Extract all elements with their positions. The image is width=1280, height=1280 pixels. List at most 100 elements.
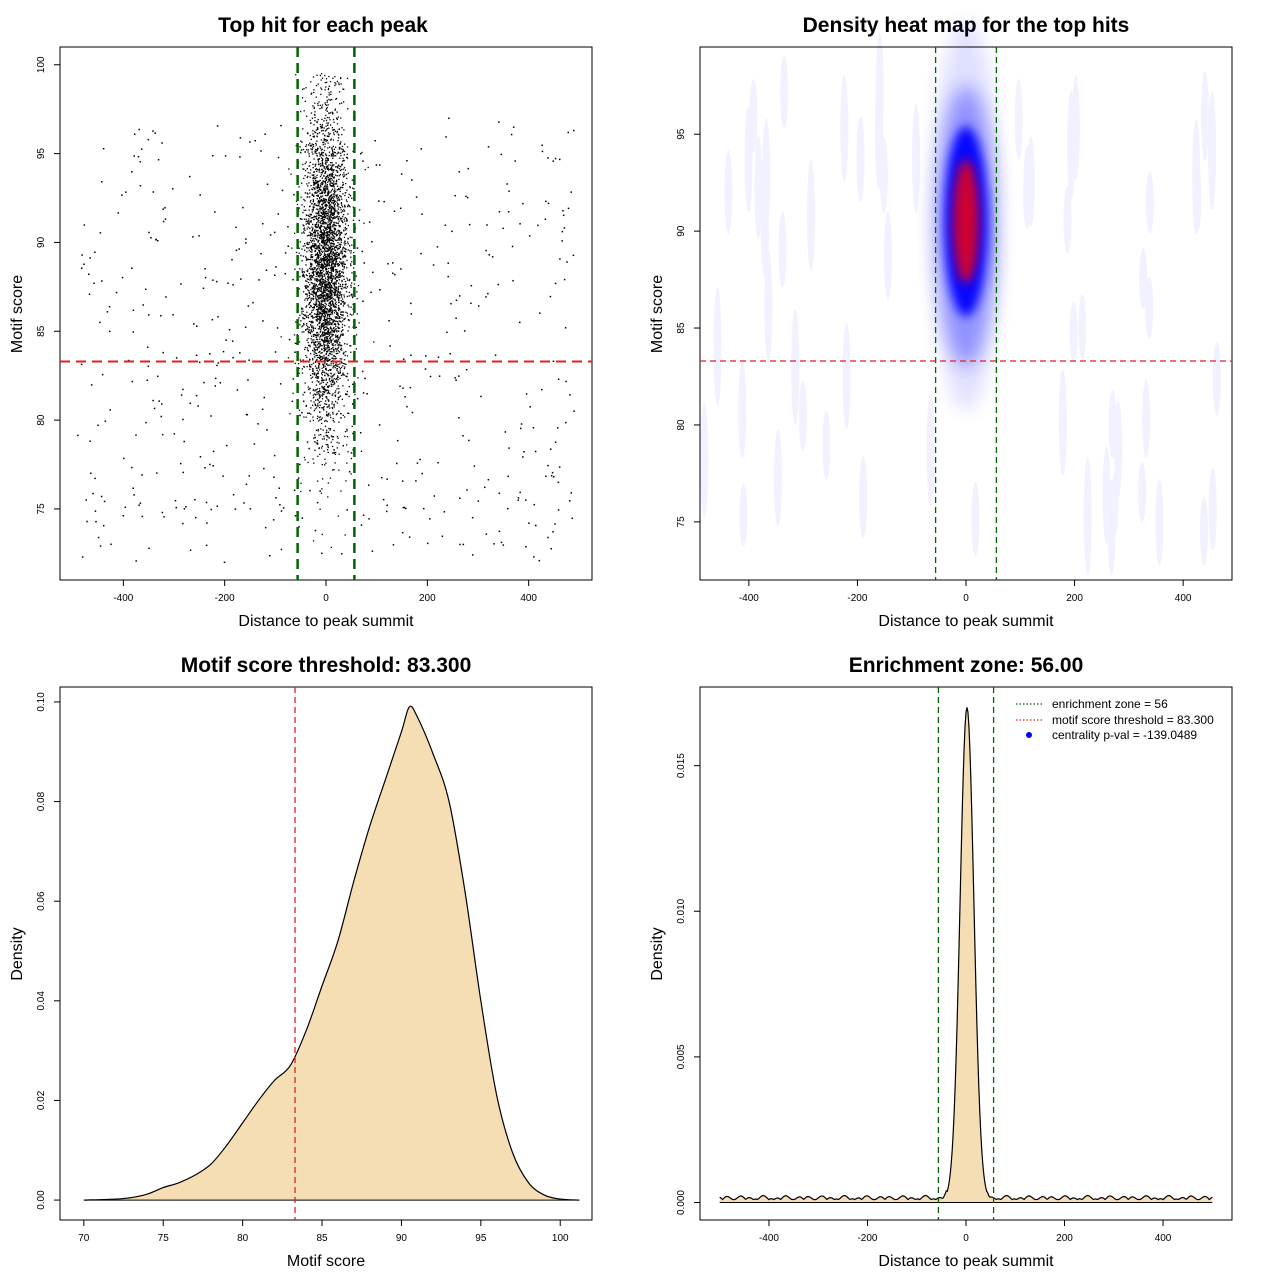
scatter-point xyxy=(327,209,329,211)
scatter-point xyxy=(330,259,332,261)
scatter-point xyxy=(324,371,326,374)
scatter-point xyxy=(339,217,342,219)
scatter-point xyxy=(306,270,308,272)
scatter-point xyxy=(328,246,330,248)
scatter-point xyxy=(313,267,315,269)
scatter-point xyxy=(313,347,315,349)
legend-symbol-centrality-pval xyxy=(1026,732,1032,738)
scatter-point xyxy=(312,145,315,148)
scatter-point xyxy=(340,331,343,333)
scatter-point xyxy=(335,183,337,185)
scatter-point xyxy=(307,297,310,299)
scatter-point xyxy=(318,200,320,202)
scatter-point xyxy=(246,413,249,416)
scatter-point xyxy=(314,390,316,392)
scatter-point xyxy=(327,295,329,297)
scatter-point xyxy=(319,192,321,195)
scatter-point xyxy=(292,278,294,281)
scatter-point xyxy=(329,184,332,187)
scatter-point xyxy=(309,301,312,303)
scatter-point xyxy=(288,168,290,170)
scatter-point xyxy=(301,97,304,99)
scatter-point xyxy=(323,288,325,291)
scatter-point xyxy=(320,307,322,309)
scatter-point xyxy=(315,374,318,376)
scatter-point xyxy=(330,304,333,306)
scatter-point xyxy=(329,99,331,101)
scatter-point xyxy=(310,122,312,124)
scatter-point xyxy=(316,278,318,280)
scatter-point xyxy=(302,317,304,320)
score-density-y-tick-label: 0.04 xyxy=(36,991,47,1011)
scatter-point xyxy=(295,251,298,254)
scatter-point xyxy=(511,245,514,248)
scatter-point xyxy=(326,295,328,297)
scatter-point xyxy=(312,330,315,332)
scatter-point xyxy=(319,369,321,371)
scatter-point xyxy=(322,238,324,241)
scatter-point xyxy=(338,320,340,322)
scatter-point xyxy=(339,190,341,193)
scatter-point xyxy=(301,308,303,310)
scatter-point xyxy=(311,316,314,318)
scatter-point xyxy=(554,523,556,525)
scatter-point xyxy=(334,232,336,235)
scatter-point xyxy=(316,208,318,210)
scatter-point xyxy=(327,87,330,90)
scatter-point xyxy=(314,181,316,183)
scatter-point xyxy=(346,153,348,155)
scatter-point xyxy=(337,290,339,292)
score-density-panel: Motif score threshold: 83.300 Motif scor… xyxy=(9,654,593,1270)
scatter-point xyxy=(336,312,338,314)
scatter-point xyxy=(346,200,348,203)
scatter-point xyxy=(332,242,335,245)
scatter-point xyxy=(459,295,461,297)
scatter-point xyxy=(312,199,315,201)
scatter-point xyxy=(328,174,331,176)
scatter-point xyxy=(328,215,330,217)
scatter-point xyxy=(293,334,296,336)
scatter-point xyxy=(322,259,324,262)
scatter-point xyxy=(342,215,344,218)
scatter-point xyxy=(293,193,295,196)
scatter-point xyxy=(300,482,302,484)
scatter-point xyxy=(331,172,333,175)
scatter-point xyxy=(335,247,338,249)
scatter-point xyxy=(235,226,237,229)
scatter-point xyxy=(552,360,555,363)
scatter-point xyxy=(462,435,464,437)
scatter-point xyxy=(319,383,321,385)
scatter-point xyxy=(337,372,340,374)
scatter-point xyxy=(326,350,328,353)
scatter-point xyxy=(327,436,329,438)
scatter-point xyxy=(307,315,309,317)
scatter-point xyxy=(320,288,322,291)
scatter-point xyxy=(316,334,319,336)
scatter-point xyxy=(310,241,312,243)
scatter-point xyxy=(320,278,322,280)
scatter-point xyxy=(301,218,303,220)
scatter-point xyxy=(334,224,336,227)
score-density-x-tick-label: 85 xyxy=(316,1233,328,1244)
scatter-point xyxy=(335,251,337,253)
scatter-point xyxy=(308,189,311,191)
scatter-point xyxy=(315,238,318,241)
scatter-point xyxy=(343,230,345,232)
scatter-point xyxy=(330,211,333,214)
scatter-point xyxy=(330,246,332,249)
scatter-point xyxy=(325,273,327,275)
scatter-point xyxy=(337,287,340,289)
scatter-point xyxy=(254,139,256,142)
scatter-point xyxy=(339,147,341,149)
scatter-point xyxy=(350,256,352,258)
scatter-point xyxy=(316,375,319,378)
scatter-point xyxy=(343,208,345,211)
scatter-point xyxy=(318,395,321,397)
scatter-point xyxy=(323,309,326,311)
scatter-point xyxy=(323,408,325,410)
scatter-point xyxy=(326,235,328,237)
scatter-point xyxy=(314,230,316,232)
scatter-point xyxy=(327,224,329,226)
scatter-point xyxy=(315,319,317,321)
